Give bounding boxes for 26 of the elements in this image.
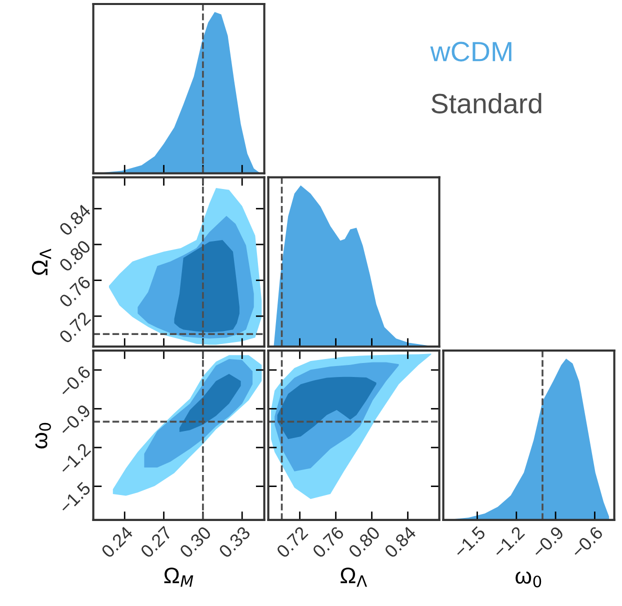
- x-tick-label: 0.72: [276, 526, 309, 558]
- y-tick-label: 0.80: [58, 239, 92, 272]
- x-tick-label: 0.84: [384, 525, 417, 558]
- y-tick-label: −1.5: [58, 481, 92, 514]
- x-tick-label: −0.9: [531, 526, 564, 559]
- x-axis-title: ω$_{0}$: [516, 572, 542, 588]
- y-tick-label: −0.9: [58, 404, 92, 437]
- y-tick-label: −0.6: [58, 364, 92, 398]
- x-tick-label: 0.30: [178, 526, 212, 558]
- y-tick-label: 0.76: [58, 275, 92, 308]
- x-tick-label: 0.76: [312, 526, 345, 558]
- y-axis-title: Ω$_{Λ}$: [32, 248, 52, 276]
- x-tick-label: 0.33: [218, 526, 251, 558]
- y-tick-label: 0.84: [58, 203, 92, 236]
- text: wCDM: [430, 42, 512, 62]
- y-tick-label: 0.72: [58, 311, 92, 344]
- x-axis-title: Ω$_{M}$: [164, 568, 194, 587]
- x-tick-label: 0.24: [100, 525, 134, 558]
- x-tick-label: −1.2: [492, 526, 526, 559]
- y-tick-label: −1.2: [58, 442, 92, 476]
- x-axis-title: Ω$_{Λ}$: [340, 568, 368, 587]
- x-tick-label: −1.5: [453, 526, 486, 559]
- y-axis-title: ω$_{0}$: [35, 422, 51, 448]
- x-tick-label: 0.80: [348, 526, 381, 558]
- ref-line-label: Standard: [432, 93, 542, 114]
- x-tick-label: −0.6: [570, 526, 604, 559]
